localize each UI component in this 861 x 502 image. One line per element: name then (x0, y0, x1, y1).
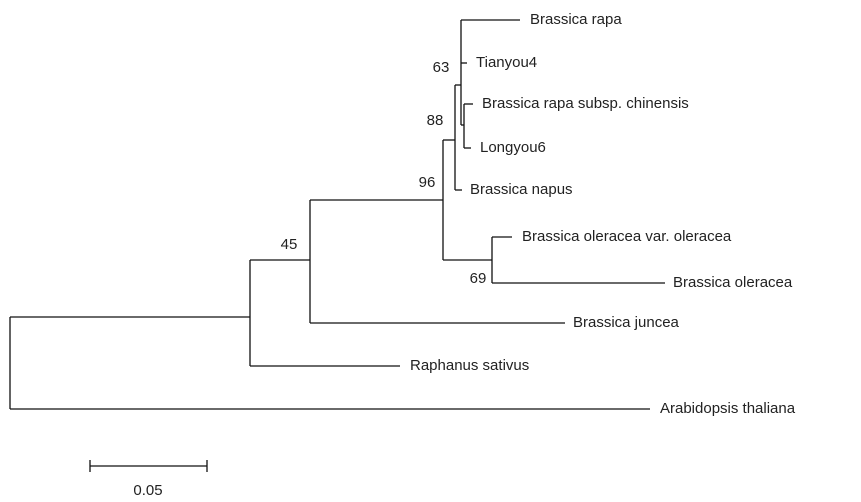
leaf-label: Brassica oleracea (673, 274, 793, 291)
branches (9, 19, 665, 472)
leaf-label: Brassica juncea (573, 314, 680, 331)
leaf-label: Brassica napus (470, 181, 573, 198)
leaf-label: Longyou6 (480, 139, 546, 156)
leaf-label: Arabidopsis thaliana (660, 400, 796, 417)
leaf-label: Tianyou4 (476, 54, 537, 71)
bootstrap-label: 69 (470, 270, 487, 287)
bootstrap-label: 96 (419, 174, 436, 191)
bootstrap-label: 88 (427, 112, 444, 129)
labels: Brassica rapa Tianyou4 Brassica rapa sub… (133, 11, 795, 499)
scale-bar-label: 0.05 (133, 482, 162, 499)
bootstrap-label: 63 (433, 59, 450, 76)
leaf-label: Brassica oleracea var. oleracea (522, 228, 732, 245)
bootstrap-label: 45 (281, 236, 298, 253)
leaf-label: Brassica rapa (530, 11, 622, 28)
leaf-label: Brassica rapa subsp. chinensis (482, 95, 689, 112)
leaf-label: Raphanus sativus (410, 357, 529, 374)
